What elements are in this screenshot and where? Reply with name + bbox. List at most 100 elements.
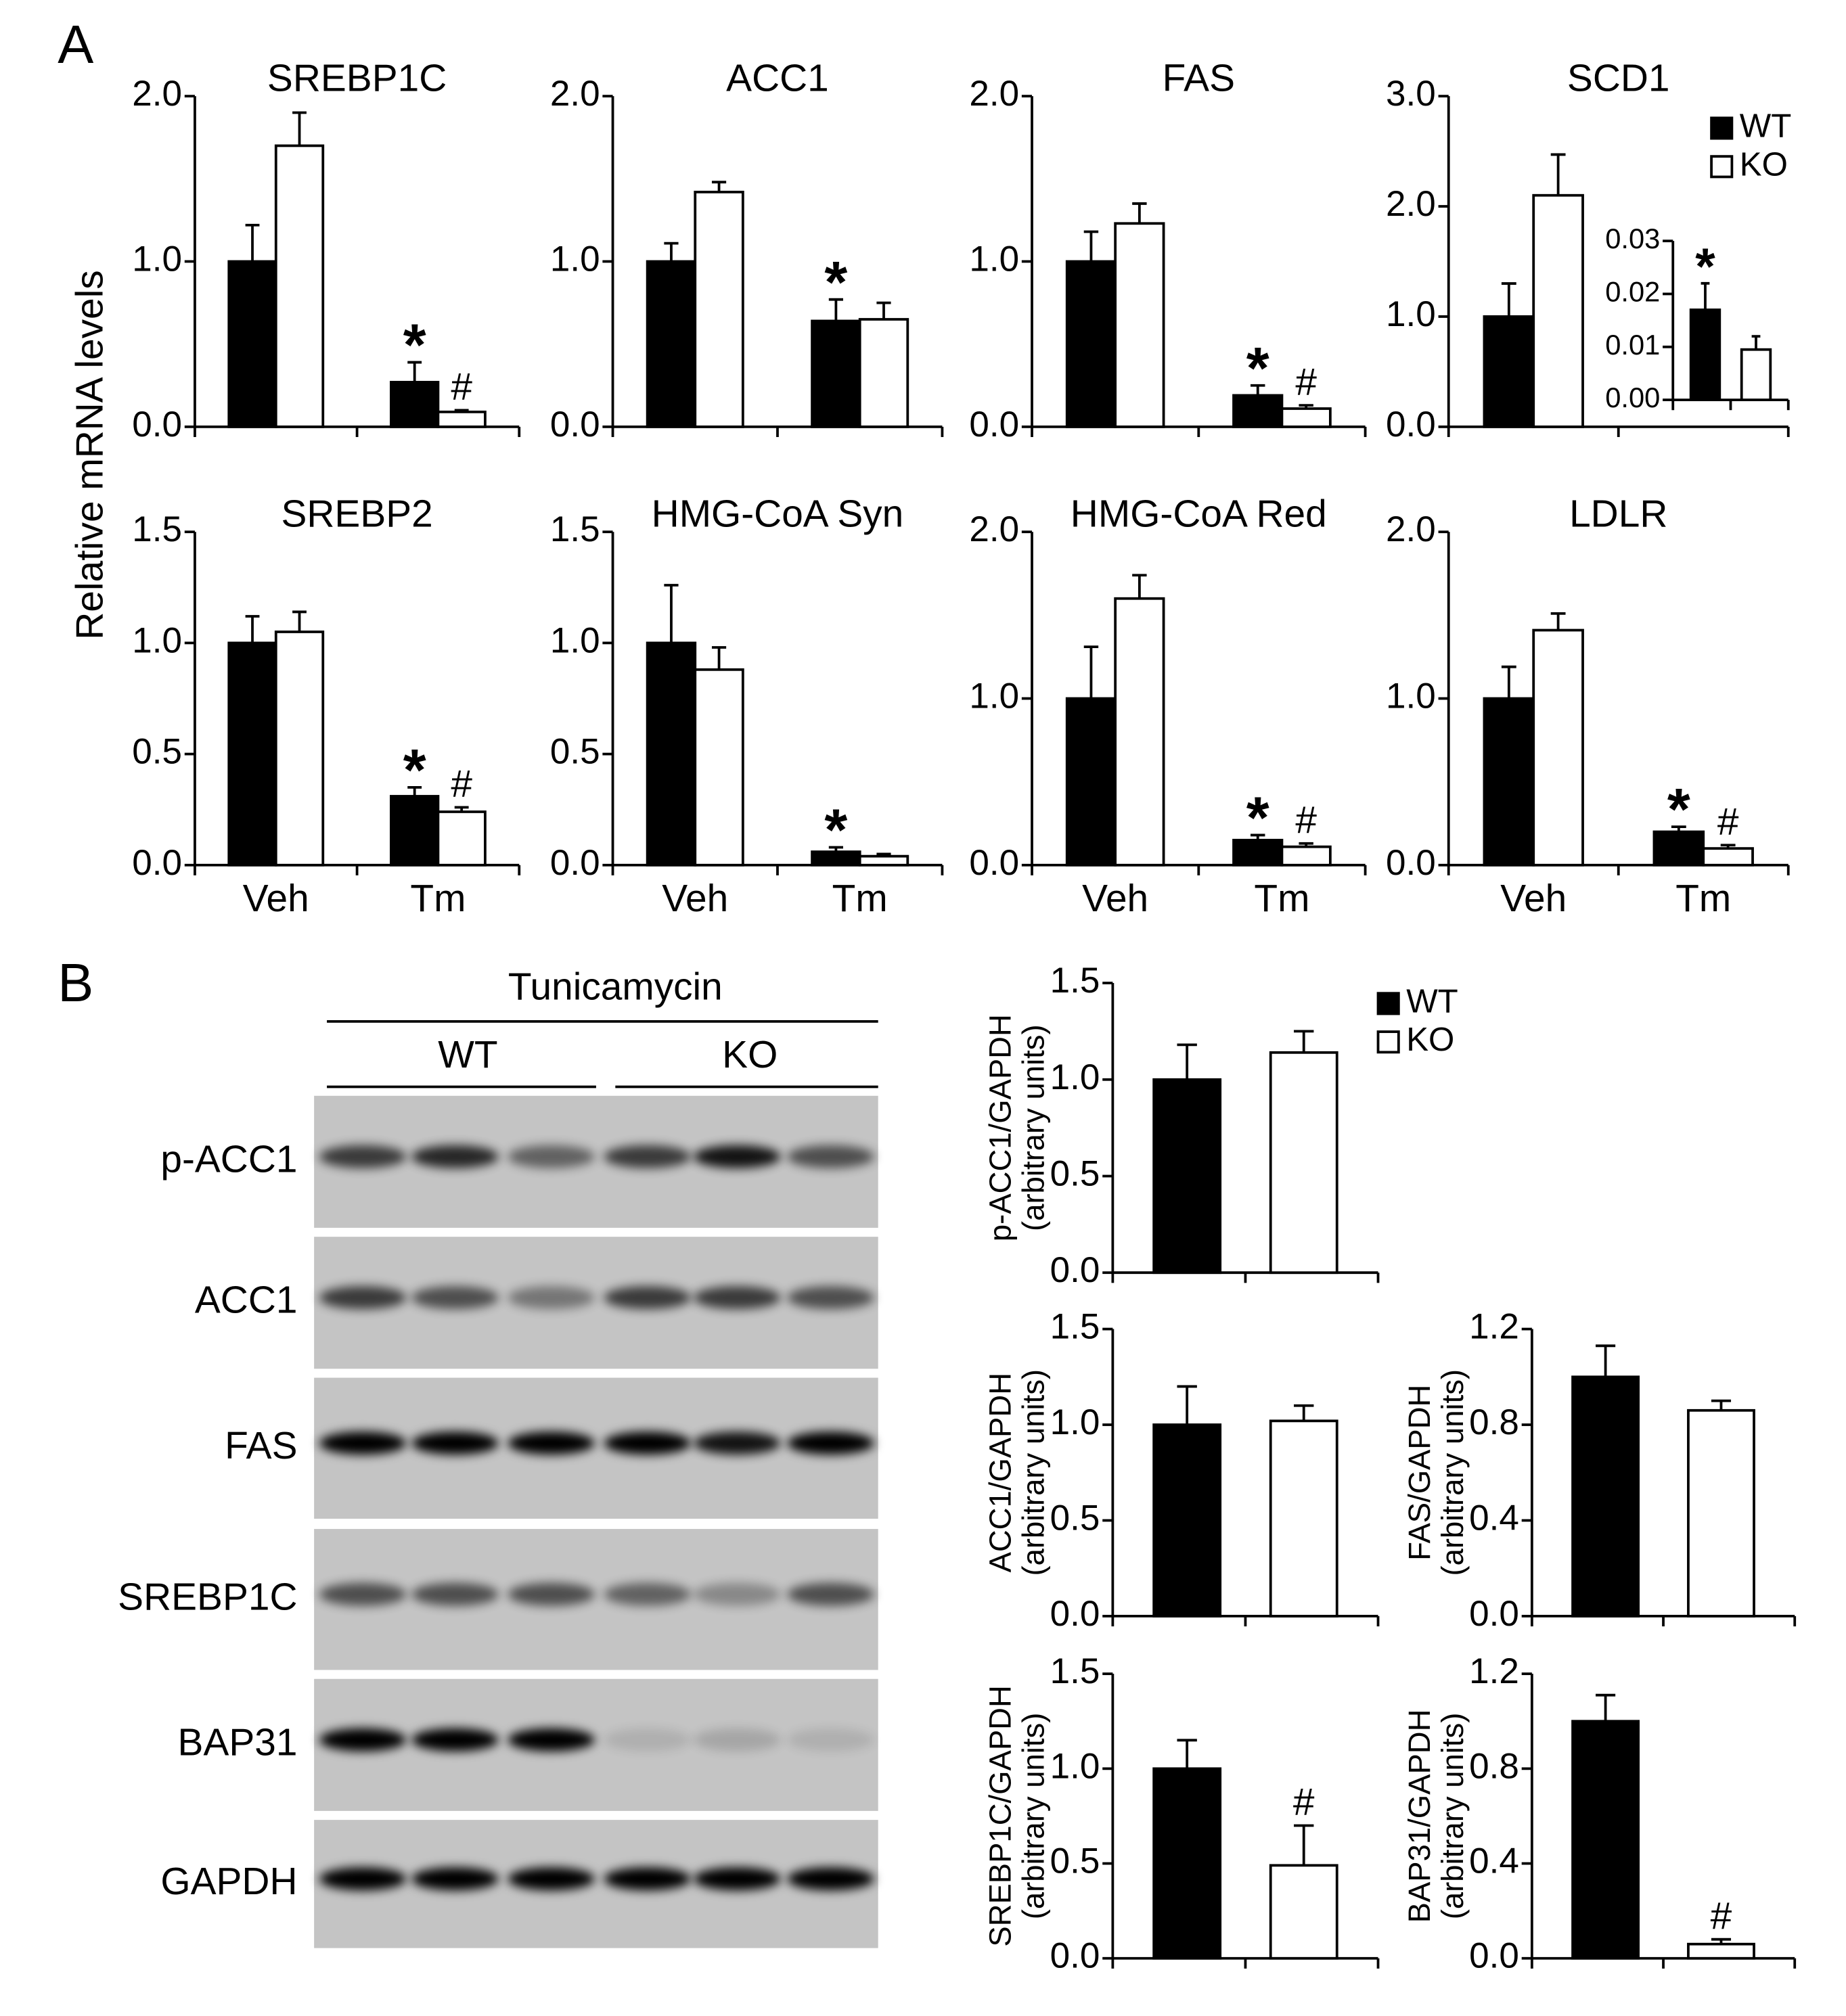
error-bar [1550, 153, 1566, 196]
significance-marker: * [824, 250, 847, 315]
significance-marker: * [1695, 238, 1715, 296]
y-tick-label: 0.0 [550, 843, 600, 883]
error-bar [1083, 645, 1099, 699]
treatment-label: Tunicamycin [508, 966, 723, 1009]
chart-title: HMG-CoA Syn [652, 492, 904, 535]
y-tick-label: 0.8 [1469, 1402, 1519, 1442]
y-tick-label: 1.0 [550, 620, 600, 660]
blot-band [319, 1145, 407, 1168]
y-tick-label: 1.0 [969, 239, 1019, 279]
y-tick-label: 1.0 [132, 239, 182, 279]
row-label: p-ACC1 [160, 1138, 297, 1181]
x-tick-label: Tm [1675, 877, 1731, 920]
y-tick-label: 0.5 [550, 732, 600, 772]
y-axis-label: (arbitrary units) [1016, 1369, 1051, 1576]
blot-band [411, 1728, 499, 1751]
error-bar [407, 361, 422, 382]
bar [1532, 628, 1584, 867]
blot-band [604, 1582, 692, 1606]
bar [1114, 222, 1165, 428]
y-tick-label: 1.2 [1469, 1307, 1519, 1347]
blot-band [508, 1431, 595, 1455]
error-bar [1299, 842, 1313, 847]
blot-band [787, 1867, 875, 1891]
y-tick-label: 1.0 [132, 620, 182, 660]
y-axis-label: FAS/GAPDH [1402, 1385, 1437, 1561]
error-bar [1294, 1030, 1314, 1053]
error-bar [1177, 1739, 1197, 1769]
y-tick-label: 0.0 [1469, 1594, 1519, 1634]
significance-marker: # [1295, 361, 1317, 404]
bar [436, 410, 487, 428]
blot-band [693, 1286, 781, 1310]
y-tick-label: 0.0 [969, 405, 1019, 444]
significance-marker: # [1295, 799, 1317, 842]
significance-marker: * [1246, 336, 1269, 401]
row-label: BAP31 [178, 1721, 298, 1764]
y-tick-label: 1.0 [1050, 1402, 1100, 1442]
blot-band [604, 1867, 692, 1891]
error-bar [1596, 1344, 1616, 1377]
group-label: WT [438, 1034, 497, 1076]
y-axis-label: p-ACC1/GAPDH [983, 1014, 1017, 1241]
significance-marker: * [1667, 777, 1690, 842]
blot-band [411, 1582, 499, 1606]
y-tick-label: 1.0 [1386, 294, 1436, 334]
blot-band [604, 1286, 692, 1310]
y-axis-label: ACC1/GAPDH [983, 1373, 1017, 1573]
bar [1152, 1078, 1222, 1275]
axis [1111, 983, 1378, 1275]
blot-strip [314, 1377, 878, 1519]
bar [1483, 315, 1535, 428]
significance-marker: # [451, 763, 472, 806]
bar [227, 260, 277, 428]
y-tick-label: 0.0 [969, 843, 1019, 883]
blot-band [319, 1286, 407, 1310]
bar [1689, 308, 1721, 401]
blot-strip [314, 1678, 878, 1811]
legend-swatch [1376, 992, 1400, 1015]
y-axis-label: BAP31/GAPDH [1402, 1710, 1437, 1923]
y-tick-label: 0.5 [1050, 1841, 1100, 1881]
blot-strip [314, 1529, 878, 1670]
y-tick-label: 1.0 [1386, 677, 1436, 716]
bar [1152, 1423, 1222, 1618]
bar [390, 795, 440, 867]
y-tick-label: 2.0 [1386, 184, 1436, 224]
chart-title: SCD1 [1567, 57, 1670, 99]
x-tick-label: Veh [662, 877, 728, 920]
error-bar [1501, 282, 1516, 317]
bar [1740, 348, 1772, 401]
bar [1269, 1864, 1338, 1960]
blot-band [508, 1145, 595, 1168]
error-bar [1132, 202, 1147, 224]
y-tick-label: 2.0 [1386, 509, 1436, 549]
bar [1532, 193, 1584, 428]
significance-marker: # [451, 366, 472, 409]
y-tick-label: 0.8 [1469, 1746, 1519, 1786]
blot-band [693, 1431, 781, 1455]
legend-label: KO [1740, 145, 1788, 183]
y-axis-label: (arbitrary units) [1435, 1713, 1470, 1920]
axis [1111, 1674, 1378, 1960]
y-tick-label: 0.0 [1050, 1250, 1100, 1290]
y-tick-label: 0.0 [1050, 1936, 1100, 1976]
chart-title: HMG-CoA Red [1071, 492, 1327, 535]
bar [1065, 697, 1117, 867]
significance-marker: * [403, 737, 426, 803]
chart-title: FAS [1163, 57, 1235, 99]
y-tick-label: 0.0 [1386, 843, 1436, 883]
y-axis-label: (arbitrary units) [1016, 1024, 1051, 1231]
y-tick-label: 0.0 [1386, 405, 1436, 444]
error-bar [454, 806, 469, 812]
error-bar [245, 223, 260, 262]
y-tick-label: 2.0 [550, 74, 600, 114]
y-tick-label: 0.0 [132, 843, 182, 883]
x-tick-label: Veh [1082, 877, 1148, 920]
y-axis-label: (arbitrary units) [1435, 1369, 1470, 1576]
error-bar [1132, 574, 1147, 599]
bar [1269, 1051, 1338, 1275]
y-tick-label: 1.5 [1050, 1307, 1100, 1347]
bar [858, 318, 909, 428]
y-tick-label: 1.2 [1469, 1651, 1519, 1691]
